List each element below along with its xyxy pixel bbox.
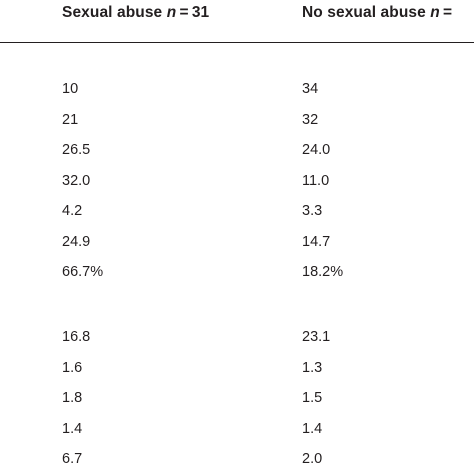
cell-no-sexual-abuse: 3.3 bbox=[302, 203, 323, 219]
cell-no-sexual-abuse: 2.0 bbox=[302, 451, 323, 467]
cell-sexual-abuse: 6.7 bbox=[62, 451, 83, 467]
cell-no-sexual-abuse: 23.1 bbox=[302, 329, 331, 345]
table-header: Sexual abuse n = 31 No sexual abuse n = bbox=[0, 0, 474, 40]
header-n-label: n bbox=[430, 4, 440, 21]
header-prefix: Sexual abuse bbox=[62, 4, 167, 21]
cell-sexual-abuse: 10 bbox=[62, 81, 79, 97]
cell-sexual-abuse: 4.2 bbox=[62, 203, 83, 219]
cell-sexual-abuse: 66.7% bbox=[62, 264, 104, 280]
cell-sexual-abuse: 16.8 bbox=[62, 329, 91, 345]
column-header-sexual-abuse: Sexual abuse n = 31 bbox=[62, 4, 209, 22]
cell-no-sexual-abuse: 1.3 bbox=[302, 359, 323, 376]
cell-sexual-abuse: 24.9 bbox=[62, 233, 91, 250]
cell-sexual-abuse: 1.6 bbox=[62, 359, 83, 376]
cell-no-sexual-abuse: 14.7 bbox=[302, 233, 331, 250]
cell-sexual-abuse: 26.5 bbox=[62, 142, 91, 158]
cell-no-sexual-abuse: 24.0 bbox=[302, 142, 331, 158]
cell-sexual-abuse: 32.0 bbox=[62, 172, 91, 189]
cell-no-sexual-abuse: 34 bbox=[302, 81, 319, 97]
header-n-label: n bbox=[166, 4, 177, 21]
cell-no-sexual-abuse: 1.4 bbox=[302, 420, 323, 437]
cell-sexual-abuse: 21 bbox=[62, 111, 79, 128]
cell-no-sexual-abuse: 11.0 bbox=[302, 172, 330, 189]
cell-no-sexual-abuse: 18.2% bbox=[302, 264, 344, 280]
header-suffix: = 31 bbox=[176, 4, 210, 21]
cell-no-sexual-abuse: 32 bbox=[302, 111, 319, 128]
column-header-no-sexual-abuse: No sexual abuse n = bbox=[302, 4, 452, 22]
cell-sexual-abuse: 1.8 bbox=[62, 390, 83, 406]
header-suffix: = bbox=[439, 4, 453, 21]
cell-no-sexual-abuse: 1.5 bbox=[302, 390, 323, 406]
header-rule bbox=[0, 42, 474, 43]
header-prefix: No sexual abuse bbox=[302, 4, 431, 21]
cell-sexual-abuse: 1.4 bbox=[62, 420, 83, 437]
